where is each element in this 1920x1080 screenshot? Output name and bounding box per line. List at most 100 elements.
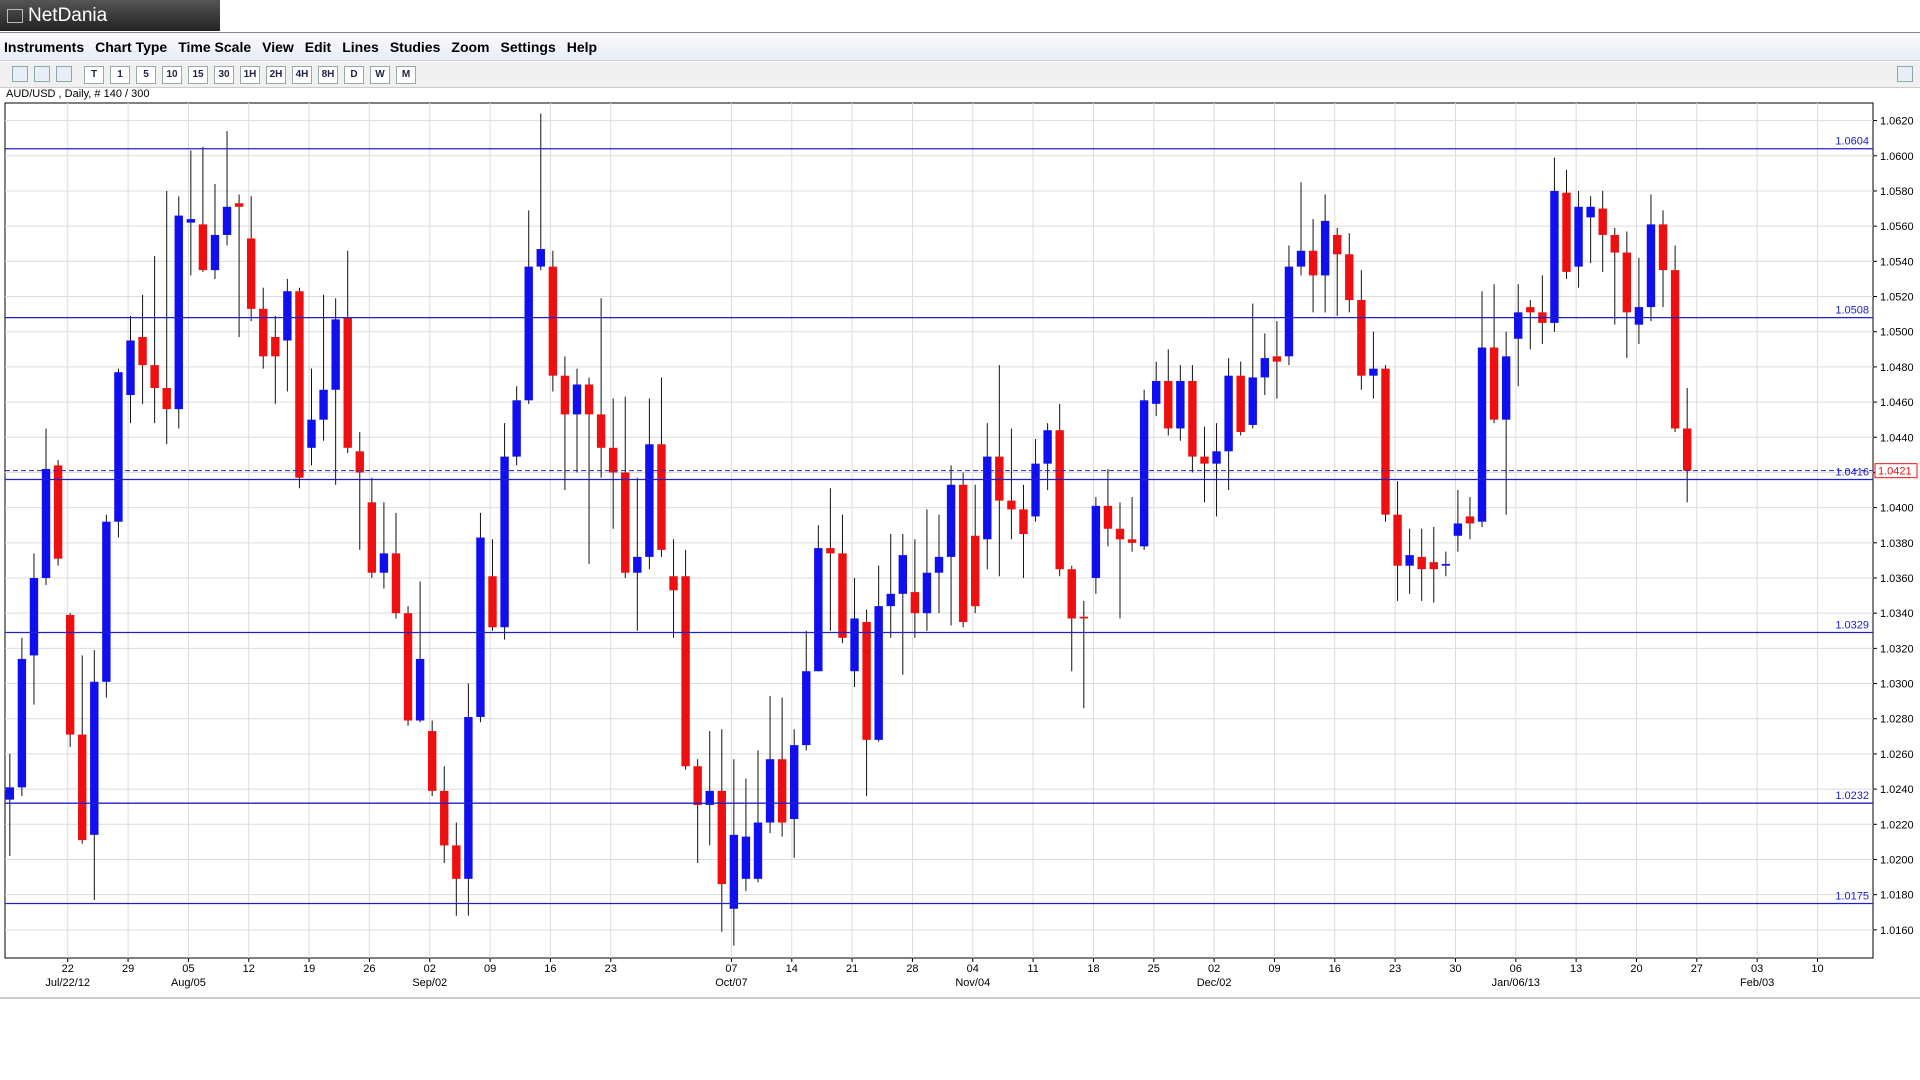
candle-body bbox=[1236, 375, 1245, 432]
menu-item[interactable]: Instruments bbox=[4, 38, 85, 55]
toolbar-button[interactable]: 10 bbox=[162, 65, 182, 84]
candle-body bbox=[5, 787, 15, 800]
toolbar-button[interactable]: 1 bbox=[110, 65, 130, 84]
toolbar-button[interactable]: 8H bbox=[318, 65, 338, 84]
candle-body bbox=[1357, 300, 1366, 376]
candle-body bbox=[946, 484, 956, 557]
candle-body bbox=[1320, 220, 1330, 276]
x-tick-label: 25 bbox=[1148, 963, 1160, 975]
candle-body bbox=[90, 681, 99, 835]
tool-icon[interactable] bbox=[1897, 66, 1913, 82]
candle-body bbox=[1574, 206, 1583, 267]
toolbar-button[interactable]: M bbox=[396, 65, 416, 84]
candle-body bbox=[138, 336, 147, 366]
level-label: 1.0508 bbox=[1835, 305, 1869, 317]
y-tick-label: 1.0200 bbox=[1880, 854, 1914, 866]
candle-body bbox=[17, 658, 27, 788]
menu-item[interactable]: Zoom bbox=[451, 38, 490, 55]
x-tick-label: 04 bbox=[967, 963, 979, 975]
toolbar-button[interactable]: T bbox=[84, 65, 104, 84]
y-tick-label: 1.0160 bbox=[1880, 925, 1914, 937]
menu-item[interactable]: Edit bbox=[304, 38, 332, 55]
candle-body bbox=[1272, 356, 1282, 362]
candle-body bbox=[476, 537, 485, 717]
candle-body bbox=[1260, 358, 1270, 378]
x-tick-label: 02 bbox=[424, 963, 436, 975]
candle-body bbox=[1007, 500, 1016, 510]
candle-body bbox=[1634, 307, 1644, 325]
y-tick-label: 1.0440 bbox=[1880, 432, 1914, 444]
y-tick-label: 1.0400 bbox=[1880, 503, 1914, 515]
candle-body bbox=[1212, 451, 1221, 464]
menu-item[interactable]: Help bbox=[566, 38, 598, 55]
x-tick-label: 10 bbox=[1811, 963, 1823, 975]
x-tick-label: 12 bbox=[243, 963, 255, 975]
level-label: 1.0604 bbox=[1835, 136, 1869, 148]
toolbar-button[interactable]: D bbox=[344, 65, 364, 84]
menu-item[interactable]: Lines bbox=[342, 38, 379, 55]
candle-body bbox=[669, 576, 678, 591]
candle-body bbox=[186, 219, 196, 223]
tool-icon[interactable] bbox=[56, 66, 72, 82]
candle-body bbox=[1103, 505, 1113, 529]
x-tick-label: 26 bbox=[363, 963, 375, 975]
toolbar-button[interactable]: 30 bbox=[214, 65, 234, 84]
x-tick-label: 29 bbox=[122, 963, 134, 975]
menu-item[interactable]: Time Scale bbox=[178, 38, 252, 55]
y-tick-label: 1.0260 bbox=[1880, 749, 1914, 761]
candle-body bbox=[826, 548, 835, 554]
menu-item[interactable]: Studies bbox=[389, 38, 441, 55]
tool-icon[interactable] bbox=[34, 66, 50, 82]
candle-body bbox=[391, 553, 401, 614]
chart-subtitle: AUD/USD , Daily, # 140 / 300 bbox=[6, 88, 149, 100]
candle-body bbox=[367, 502, 377, 573]
toolbar-button[interactable]: 15 bbox=[188, 65, 208, 84]
x-tick-label: 20 bbox=[1630, 963, 1642, 975]
y-tick-label: 1.0240 bbox=[1880, 784, 1914, 796]
candle-body bbox=[452, 845, 461, 879]
y-tick-label: 1.0520 bbox=[1880, 292, 1914, 304]
candle-body bbox=[983, 456, 992, 540]
x-month-label: Sep/02 bbox=[412, 977, 447, 989]
candle-body bbox=[1441, 563, 1451, 566]
candle-body bbox=[1598, 208, 1607, 235]
candle-body bbox=[910, 592, 920, 614]
candle-body bbox=[789, 745, 799, 820]
candle-body bbox=[971, 535, 980, 607]
toolbar-button[interactable]: W bbox=[370, 65, 390, 84]
candle-body bbox=[1055, 430, 1064, 570]
candle-body bbox=[1514, 312, 1523, 339]
candle-body bbox=[1465, 516, 1475, 524]
y-tick-label: 1.0220 bbox=[1880, 819, 1914, 831]
y-tick-label: 1.0300 bbox=[1880, 679, 1914, 691]
candle-body bbox=[234, 203, 244, 207]
tool-icon[interactable] bbox=[12, 66, 28, 82]
menu-bar: Instruments Chart Type Time Scale View Edit L… bbox=[0, 33, 1920, 61]
candle-body bbox=[222, 206, 232, 235]
level-label: 1.0329 bbox=[1835, 620, 1869, 632]
menu-item[interactable]: View bbox=[262, 38, 294, 55]
candle-body bbox=[65, 614, 75, 735]
candle-body bbox=[814, 548, 823, 672]
candle-body bbox=[1188, 380, 1197, 457]
x-tick-label: 30 bbox=[1449, 963, 1461, 975]
toolbar-button[interactable]: 2H bbox=[266, 65, 286, 84]
menu-item[interactable]: Settings bbox=[500, 38, 556, 55]
menu-item[interactable]: Chart Type bbox=[95, 38, 168, 55]
x-tick-label: 09 bbox=[1268, 963, 1280, 975]
candle-body bbox=[29, 578, 39, 656]
candle-body bbox=[126, 340, 135, 396]
candle-body bbox=[608, 447, 618, 473]
candle-body bbox=[355, 451, 364, 473]
candle-body bbox=[1164, 380, 1173, 429]
toolbar-button[interactable]: 1H bbox=[240, 65, 260, 84]
candle-body bbox=[1489, 347, 1499, 420]
candle-body bbox=[162, 388, 171, 410]
candle-body bbox=[1586, 206, 1595, 218]
candle-body bbox=[645, 444, 654, 557]
candle-body bbox=[753, 822, 763, 879]
toolbar-button[interactable]: 4H bbox=[292, 65, 312, 84]
toolbar-button[interactable]: 5 bbox=[136, 65, 156, 84]
candle-body bbox=[765, 759, 775, 823]
candle-body bbox=[596, 414, 606, 448]
